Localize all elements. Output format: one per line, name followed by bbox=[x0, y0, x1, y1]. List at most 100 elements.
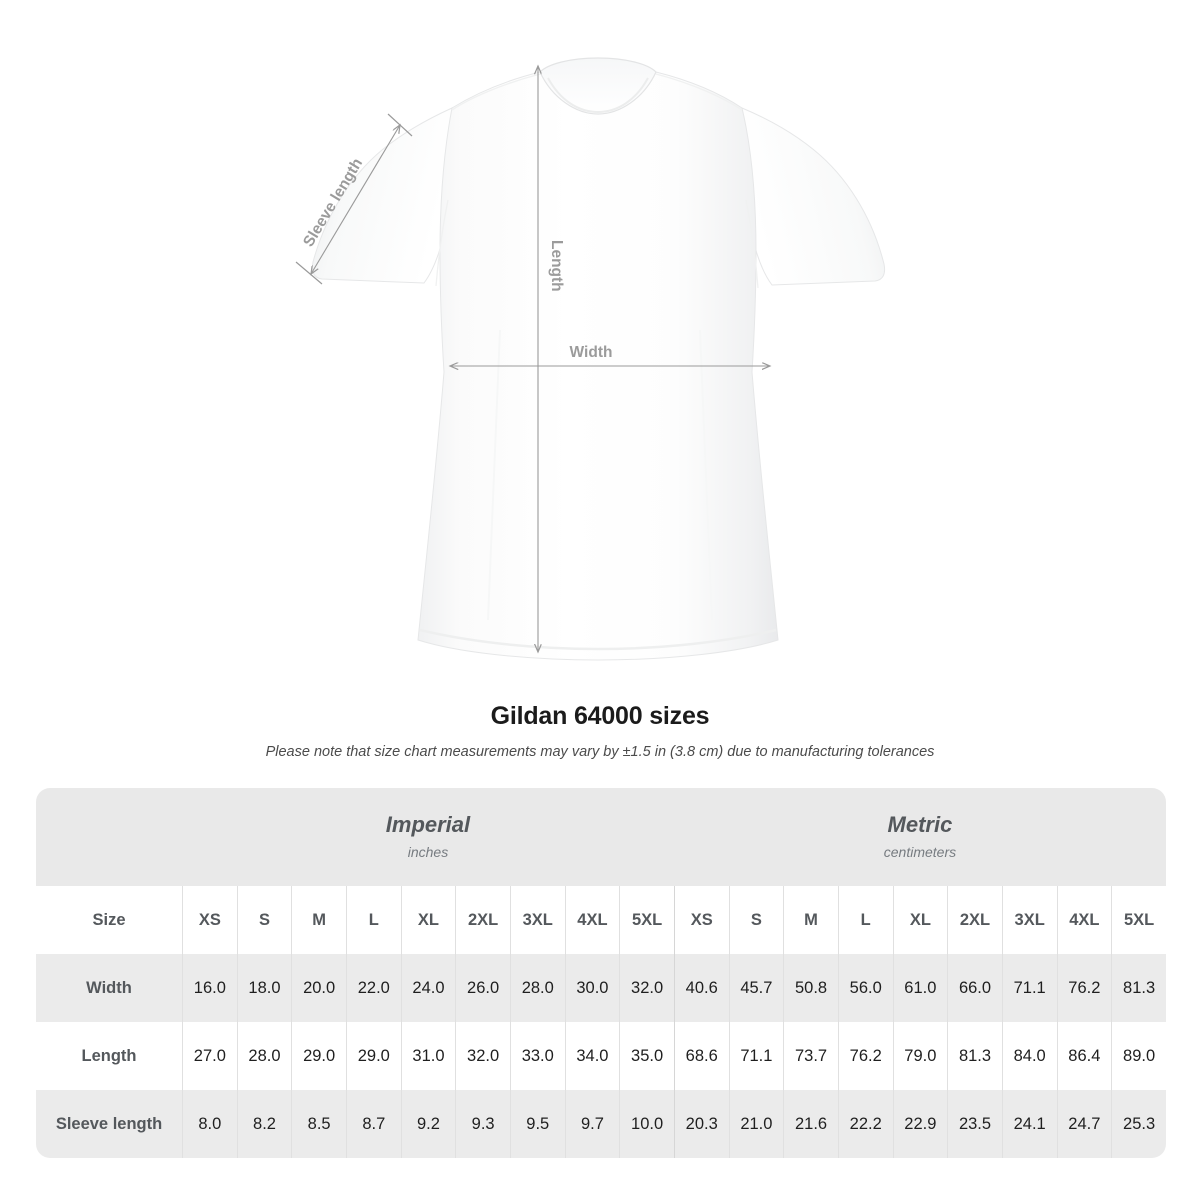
size-header-cell: S bbox=[236, 886, 292, 954]
value-cell: 76.2 bbox=[1056, 954, 1112, 1022]
value-cell: 45.7 bbox=[728, 954, 784, 1022]
value-cell: 9.5 bbox=[509, 1090, 565, 1158]
value-cell: 71.1 bbox=[728, 1022, 784, 1090]
value-cell: 10.0 bbox=[619, 1090, 674, 1158]
value-cell: 29.0 bbox=[291, 1022, 346, 1090]
value-cell: 61.0 bbox=[892, 954, 948, 1022]
size-header-cell: M bbox=[783, 886, 838, 954]
value-cell: 24.7 bbox=[1056, 1090, 1112, 1158]
size-header-cell: XL bbox=[400, 886, 456, 954]
value-cell: 73.7 bbox=[783, 1022, 838, 1090]
measure-label-cell: Sleeve length bbox=[36, 1090, 182, 1158]
unit-group-name: Imperial bbox=[385, 812, 471, 837]
value-cell: 23.5 bbox=[947, 1090, 1002, 1158]
value-cell: 8.0 bbox=[182, 1090, 237, 1158]
value-cell: 81.3 bbox=[1111, 954, 1166, 1022]
value-cell: 28.0 bbox=[236, 1022, 292, 1090]
value-cell: 79.0 bbox=[892, 1022, 948, 1090]
table-row: Sleeve length 8.0 8.2 8.5 8.7 9.2 9.3 9.5 9.7 10.… bbox=[36, 1090, 1166, 1158]
size-header-cell: 2XL bbox=[455, 886, 510, 954]
table-row: Length 27.0 28.0 29.0 29.0 31.0 32.0 33.0 34.0 35… bbox=[36, 1022, 1166, 1090]
unit-header-row: Imperial inches Metric centimeters bbox=[36, 788, 1166, 886]
value-cell: 24.0 bbox=[400, 954, 456, 1022]
value-cell: 8.7 bbox=[345, 1090, 401, 1158]
right-sleeve bbox=[741, 107, 886, 286]
value-cell: 9.7 bbox=[564, 1090, 620, 1158]
value-cell: 29.0 bbox=[345, 1022, 401, 1090]
value-cell: 8.2 bbox=[236, 1090, 292, 1158]
value-cell: 27.0 bbox=[182, 1022, 237, 1090]
value-cell: 71.1 bbox=[1001, 954, 1057, 1022]
size-header-cell: L bbox=[837, 886, 893, 954]
value-cell: 33.0 bbox=[509, 1022, 565, 1090]
value-cell: 28.0 bbox=[509, 954, 565, 1022]
size-header-cell: 5XL bbox=[1111, 886, 1166, 954]
size-header-cell: XS bbox=[182, 886, 237, 954]
value-cell: 16.0 bbox=[182, 954, 237, 1022]
size-chart-table: Imperial inches Metric centimeters Size XS S M L… bbox=[36, 788, 1166, 1158]
tolerance-note: Please note that size chart measurements… bbox=[265, 744, 935, 760]
width-label: Width bbox=[570, 344, 613, 361]
size-header-row: Size XS S M L XL 2XL 3XL 4XL 5XL XS S M L XL 2XL 3XL 4XL 5… bbox=[36, 886, 1166, 954]
size-label-cell: Size bbox=[36, 886, 182, 954]
value-cell: 66.0 bbox=[947, 954, 1002, 1022]
left-sleeve-seam bbox=[435, 199, 449, 287]
value-cell: 68.6 bbox=[673, 1022, 729, 1090]
size-header-cell: 4XL bbox=[564, 886, 620, 954]
unit-group-name: Metric bbox=[887, 812, 953, 837]
value-cell: 56.0 bbox=[837, 954, 893, 1022]
value-cell: 81.3 bbox=[947, 1022, 1002, 1090]
length-annotation: Length bbox=[538, 66, 565, 652]
value-cell: 34.0 bbox=[564, 1022, 620, 1090]
sleeve-length-arrow bbox=[311, 125, 400, 274]
size-header-cell: M bbox=[291, 886, 346, 954]
value-cell: 21.0 bbox=[728, 1090, 784, 1158]
size-header-cell: XL bbox=[892, 886, 948, 954]
value-cell: 22.0 bbox=[345, 954, 401, 1022]
size-header-cell: L bbox=[345, 886, 401, 954]
size-header-cell: 3XL bbox=[509, 886, 565, 954]
size-header-cell: 2XL bbox=[947, 886, 1002, 954]
unit-group-imperial: Imperial inches bbox=[182, 788, 674, 886]
value-cell: 26.0 bbox=[455, 954, 510, 1022]
size-header-cell: 4XL bbox=[1056, 886, 1112, 954]
title-block: Gildan 64000 sizes Please note that size… bbox=[0, 700, 1200, 762]
size-header-cell: XS bbox=[673, 886, 729, 954]
value-cell: 30.0 bbox=[564, 954, 620, 1022]
value-cell: 35.0 bbox=[619, 1022, 674, 1090]
value-cell: 21.6 bbox=[783, 1090, 838, 1158]
value-cell: 86.4 bbox=[1056, 1022, 1112, 1090]
measurements-table: Imperial inches Metric centimeters Size XS S M L… bbox=[36, 788, 1166, 1158]
tshirt-illustration: Sleeve length Length Width bbox=[295, 57, 886, 661]
value-cell: 31.0 bbox=[400, 1022, 456, 1090]
value-cell: 20.3 bbox=[673, 1090, 729, 1158]
size-header-cell: 3XL bbox=[1001, 886, 1057, 954]
value-cell: 32.0 bbox=[455, 1022, 510, 1090]
width-annotation: Width bbox=[450, 344, 770, 366]
value-cell: 25.3 bbox=[1111, 1090, 1166, 1158]
value-cell: 89.0 bbox=[1111, 1022, 1166, 1090]
measure-label-cell: Width bbox=[36, 954, 182, 1022]
unit-group-metric: Metric centimeters bbox=[673, 788, 1166, 886]
value-cell: 9.2 bbox=[400, 1090, 456, 1158]
collar bbox=[539, 57, 657, 115]
unit-header-spacer bbox=[36, 788, 182, 886]
size-header-cell: S bbox=[728, 886, 784, 954]
table-row: Width 16.0 18.0 20.0 22.0 24.0 26.0 28.0 30.0 32.… bbox=[36, 954, 1166, 1022]
length-label: Length bbox=[548, 240, 565, 292]
value-cell: 40.6 bbox=[673, 954, 729, 1022]
collar-inner-seam bbox=[547, 77, 649, 114]
value-cell: 50.8 bbox=[783, 954, 838, 1022]
value-cell: 32.0 bbox=[619, 954, 674, 1022]
bottom-hem bbox=[419, 628, 777, 651]
value-cell: 76.2 bbox=[837, 1022, 893, 1090]
measure-label-cell: Length bbox=[36, 1022, 182, 1090]
tshirt-svg: Sleeve length Length Width bbox=[295, 57, 886, 661]
value-cell: 8.5 bbox=[291, 1090, 346, 1158]
page-title: Gildan 64000 sizes bbox=[490, 702, 710, 730]
unit-group-unit: inches bbox=[407, 844, 449, 860]
value-cell: 22.9 bbox=[892, 1090, 948, 1158]
sleeve-tick-bottom bbox=[295, 261, 323, 285]
value-cell: 18.0 bbox=[236, 954, 292, 1022]
left-shoulder-seam bbox=[451, 73, 541, 111]
